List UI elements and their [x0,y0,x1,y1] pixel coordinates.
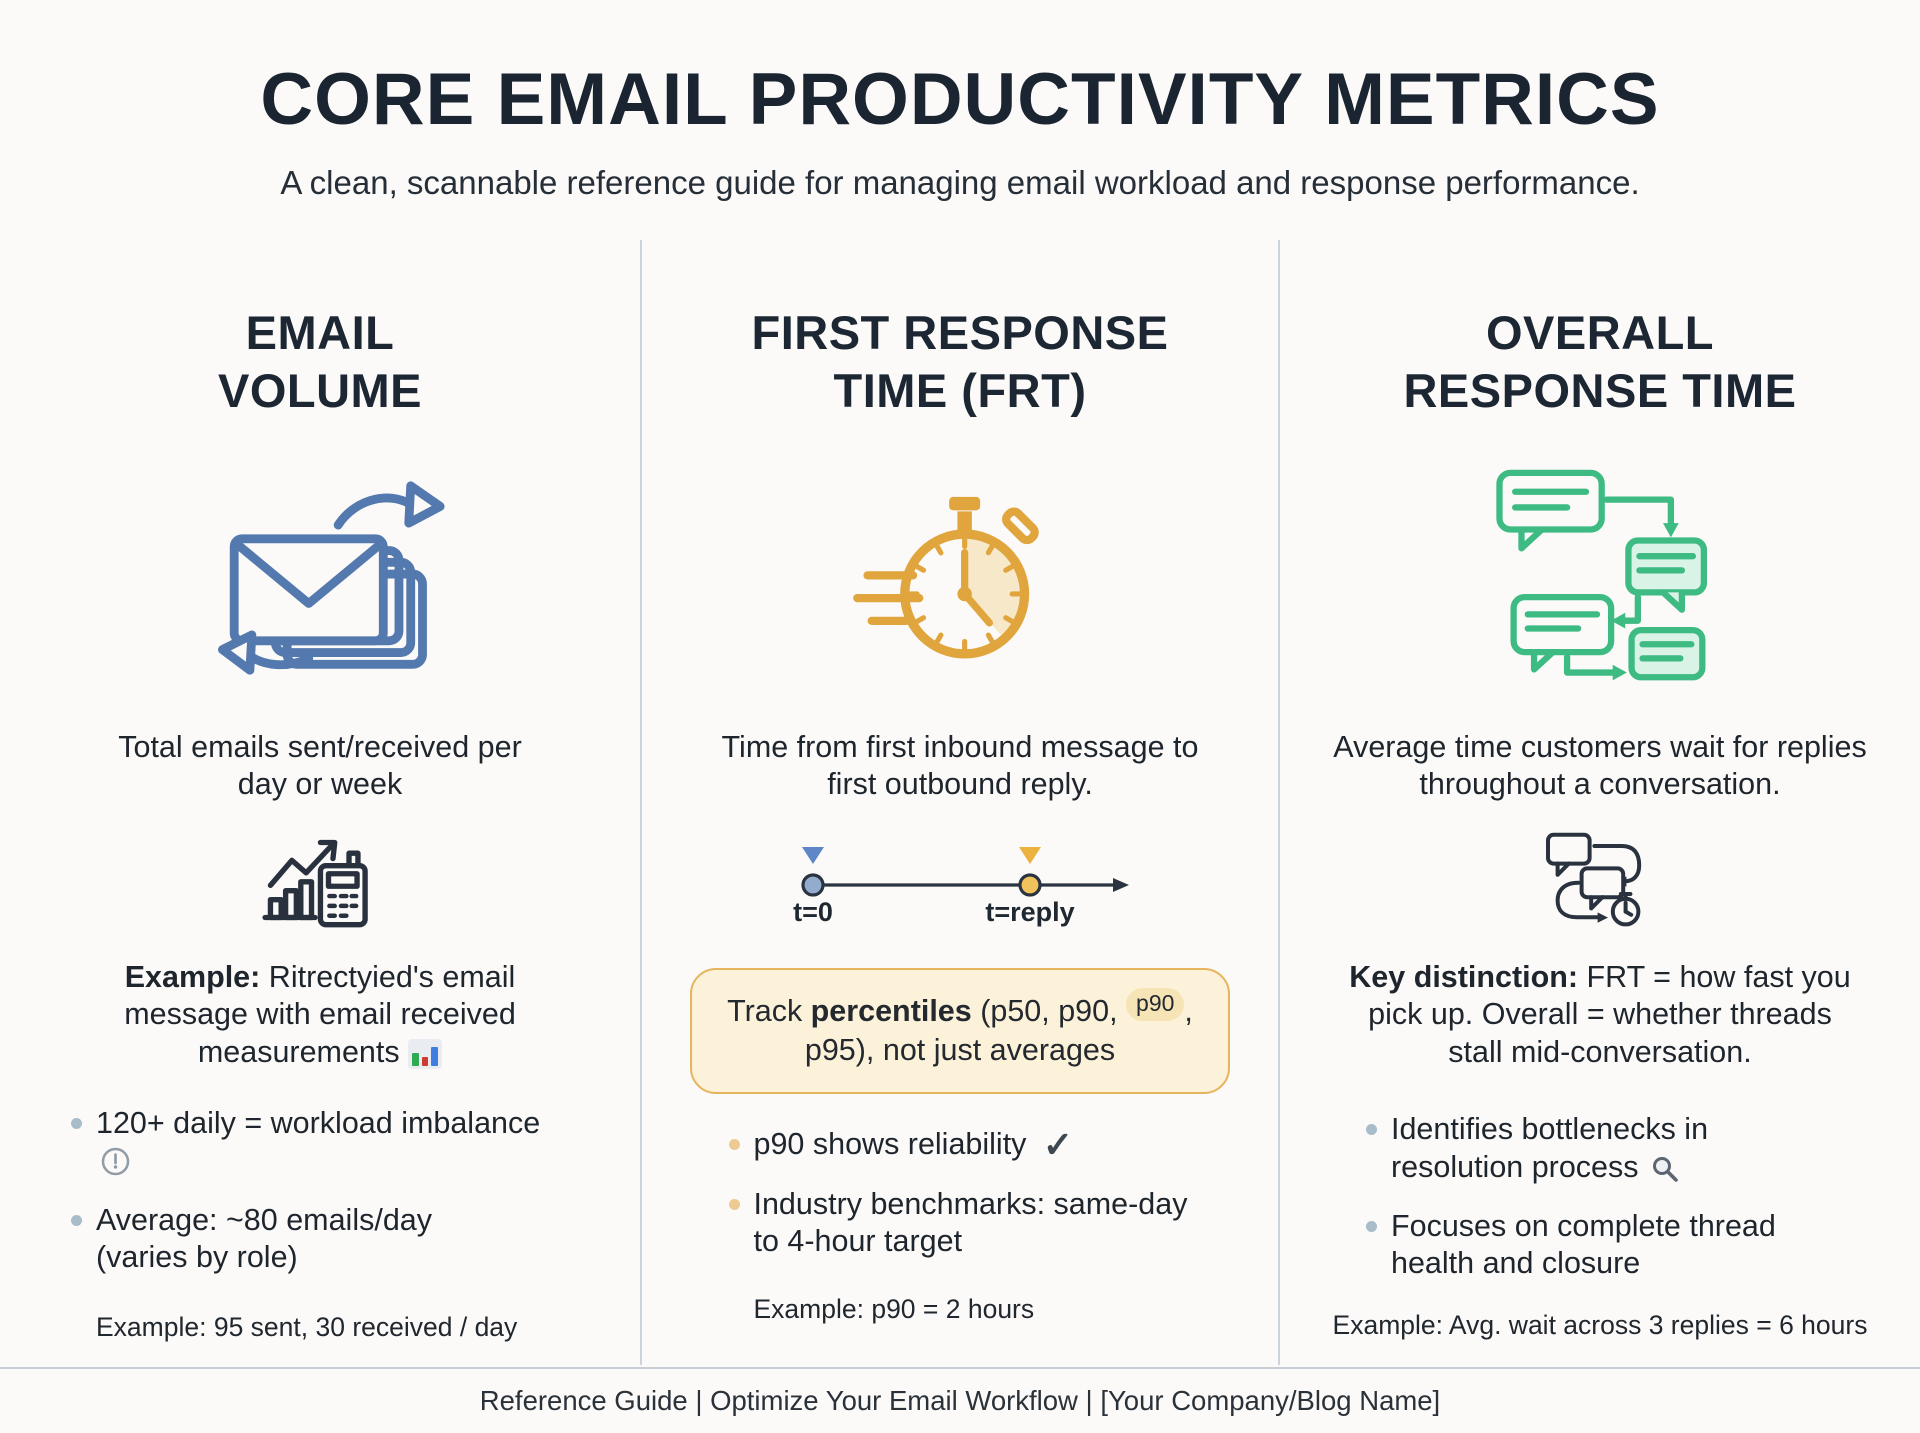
page-footer: Reference Guide | Optimize Your Email Wo… [0,1367,1920,1433]
reply-marker-icon [1019,846,1041,864]
email-volume-footnote: Example: 95 sent, 30 received / day [96,1312,518,1343]
bar-chart-calculator-icon [257,829,383,931]
bullet-dot [71,1118,82,1130]
overall-key-distinction: Key distinction: FRT = how fast you pick… [1349,959,1851,1069]
metrics-columns: EMAIL VOLUME Total emails sent/received … [0,240,1920,1365]
alert-circle-icon [101,1147,130,1175]
page-title: CORE EMAIL PRODUCTIVITY METRICS [260,59,1660,140]
email-volume-title: EMAIL VOLUME [217,306,423,418]
list-item: Focuses on complete thread health and cl… [1360,1208,1840,1282]
column-first-response-time: FIRST RESPONSE TIME (FRT) [640,240,1280,1365]
timeline-end-label: t=reply [985,897,1074,927]
frt-timeline-diagram: t=0 t=reply [785,839,1135,934]
chat-loop-clock-icon [1539,829,1661,931]
envelope-stack-send-receive-arrows-icon [193,463,448,695]
frt-title: FIRST RESPONSE TIME (FRT) [751,306,1169,418]
stopwatch-speed-lines-icon [849,463,1071,695]
email-volume-description: Total emails sent/received per day or we… [118,729,522,801]
list-item: Identifies bottlenecks in resolution pro… [1360,1111,1840,1185]
column-email-volume: EMAIL VOLUME Total emails sent/received … [0,240,640,1365]
example-label: Example: [124,959,261,994]
email-volume-example: Example: Ritrectyied's email message wit… [124,959,516,1069]
overall-title: OVERALL RESPONSE TIME [1403,306,1797,418]
chat-bubbles-flow-icon [1488,463,1713,695]
magnifier-icon [1653,1156,1678,1182]
percentiles-highlight-box: Track percentiles (p50, p90, p90, p95), … [690,967,1230,1095]
list-item: 120+ daily = workload imbalance [65,1105,575,1179]
key-distinction-label: Key distinction: [1349,959,1579,994]
page-header: CORE EMAIL PRODUCTIVITY METRICS A clean,… [0,0,1920,202]
bullet-dot [728,1139,740,1151]
list-item: Industry benchmarks: same-day to 4-hour … [723,1186,1198,1260]
column-overall-response-time: OVERALL RESPONSE TIME [1280,240,1920,1365]
page-subtitle: A clean, scannable reference guide for m… [280,164,1640,202]
bar-chart-emoji-icon [408,1038,443,1069]
footer-text: Reference Guide | Optimize Your Email Wo… [479,1385,1441,1416]
checkmark-icon: ✓ [1042,1124,1074,1166]
list-item: p90 shows reliability ✓ [723,1126,1198,1163]
bullet-dot [728,1198,740,1210]
inbound-marker-icon [802,846,824,864]
overall-bullets: Identifies bottlenecks in resolution pro… [1360,1111,1840,1282]
bullet-dot [1366,1220,1377,1232]
timeline-start-label: t=0 [793,897,833,927]
email-volume-bullets: 120+ daily = workload imbalance Average:… [65,1105,575,1276]
p90-bubble: p90 [1126,987,1185,1022]
list-item: Average: ~80 emails/day (varies by role) [65,1202,575,1276]
frt-description: Time from first inbound message to first… [721,729,1199,801]
overall-footnote: Example: Avg. wait across 3 replies = 6 … [1332,1310,1868,1341]
frt-footnote: Example: p90 = 2 hours [753,1294,1035,1325]
frt-bullets: p90 shows reliability ✓ Industry benchma… [723,1126,1198,1260]
overall-description: Average time customers wait for replies … [1333,729,1867,801]
bullet-dot [71,1214,82,1226]
bullet-dot [1366,1124,1377,1136]
